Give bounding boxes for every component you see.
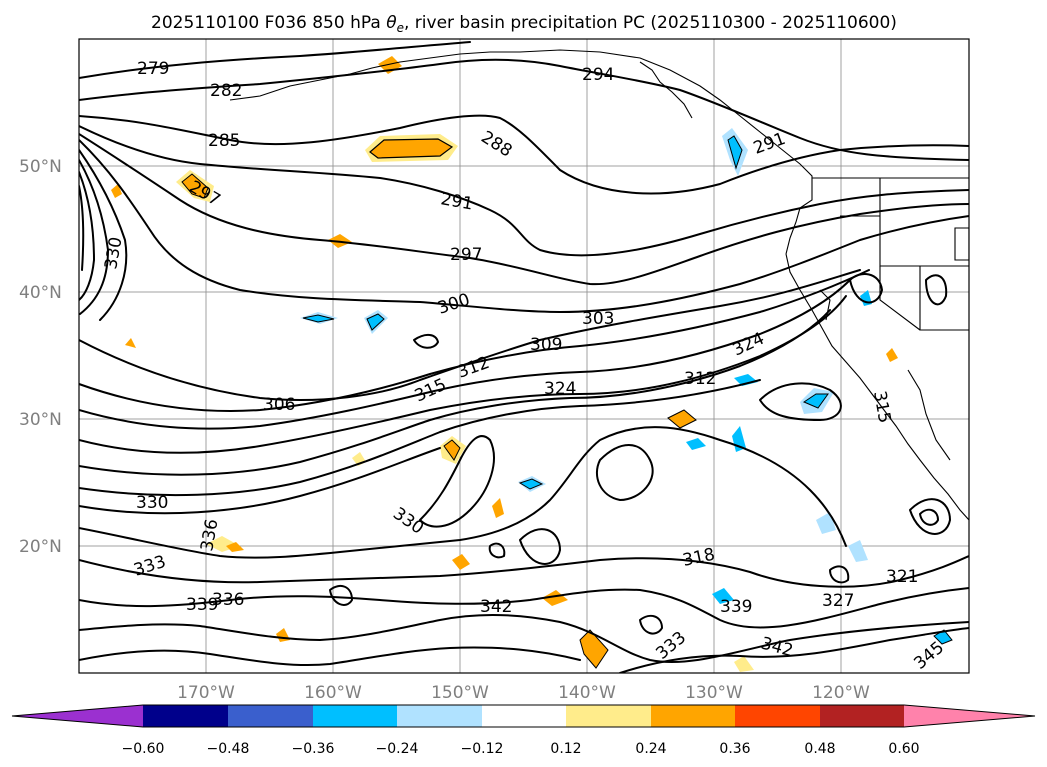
lat-label: 30°N <box>19 410 62 430</box>
latitude-labels: 50°N 40°N 30°N 20°N <box>19 157 62 557</box>
colorbar-tick: −0.36 <box>292 741 335 757</box>
colorbar-segment <box>820 705 904 727</box>
lon-label: 160°W <box>304 683 362 703</box>
contour-label: 339 <box>186 595 218 615</box>
colorbar-tick: −0.60 <box>122 741 165 757</box>
colorbar-segment <box>313 705 397 727</box>
contour-label: 297 <box>450 245 482 265</box>
colorbar-tick: −0.12 <box>461 741 504 757</box>
map-border <box>78 38 970 674</box>
colorbar-extend-min <box>12 705 143 727</box>
contour-label: 342 <box>480 597 512 617</box>
colorbar-tick: 0.24 <box>635 741 666 757</box>
colorbar-segment <box>397 705 482 727</box>
colorbar: −0.60 −0.48 −0.36 −0.24 −0.12 0.12 0.24 … <box>11 704 1036 757</box>
contour-label: 303 <box>582 309 614 329</box>
contour-label: 279 <box>137 59 169 79</box>
map-panel: 279 282 285 288 291 291 294 297 297 300 … <box>79 39 969 673</box>
figure-title: 2025110100 F036 850 hPa θe, river basin … <box>151 13 897 35</box>
contour-label: 306 <box>263 395 295 415</box>
contour-label: 282 <box>210 81 242 101</box>
lat-label: 40°N <box>19 283 62 303</box>
colorbar-segment <box>566 705 651 727</box>
contour-label: 336 <box>212 590 244 610</box>
lat-label: 20°N <box>19 537 62 557</box>
colorbar-tick: −0.48 <box>207 741 250 757</box>
contour-label: 321 <box>886 567 918 587</box>
colorbar-tick: 0.60 <box>888 741 919 757</box>
contour-label: 285 <box>208 131 240 151</box>
lat-label: 50°N <box>19 157 62 177</box>
contour-label: 309 <box>530 335 562 355</box>
colorbar-segment <box>735 705 820 727</box>
colorbar-segment <box>228 705 313 727</box>
contour-label: 330 <box>136 493 168 513</box>
contour-label: 294 <box>582 65 614 85</box>
colorbar-tick: 0.48 <box>804 741 835 757</box>
colorbar-tick: −0.24 <box>376 741 419 757</box>
colorbar-extend-max <box>904 705 1035 727</box>
contour-label: 324 <box>544 379 576 399</box>
lon-label: 140°W <box>558 683 616 703</box>
colorbar-segment <box>482 705 566 727</box>
colorbar-tick: 0.12 <box>550 741 581 757</box>
contour-label: 339 <box>720 597 752 617</box>
contour-label: 327 <box>822 591 854 611</box>
colorbar-segment <box>143 705 228 727</box>
lon-label: 170°W <box>177 683 235 703</box>
precipitation-shading <box>111 56 953 672</box>
colorbar-segment <box>651 705 735 727</box>
contour-label: 312 <box>684 369 716 389</box>
longitude-labels: 170°W 160°W 150°W 140°W 130°W 120°W <box>177 683 870 703</box>
theta-e-contours <box>79 41 969 673</box>
colorbar-tick: 0.36 <box>719 741 750 757</box>
lon-label: 130°W <box>685 683 743 703</box>
lon-label: 150°W <box>431 683 489 703</box>
lon-label: 120°W <box>812 683 870 703</box>
